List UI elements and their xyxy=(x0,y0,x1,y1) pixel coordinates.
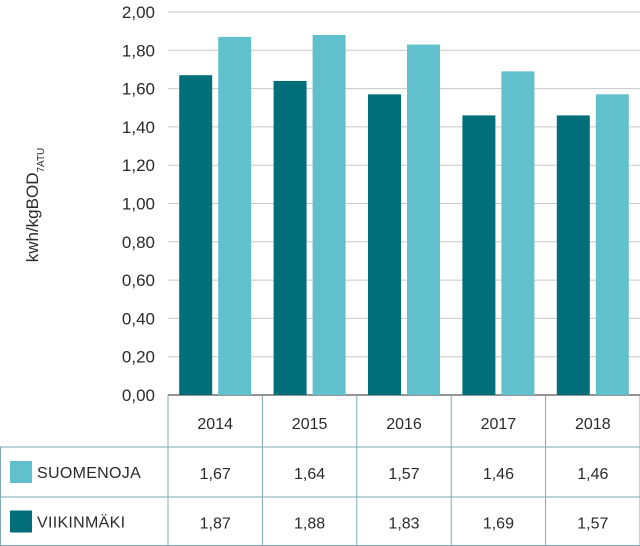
y-tick-label: 1,00 xyxy=(122,195,155,214)
y-axis-title: kwh/kgBOD7ATU xyxy=(23,148,47,263)
bar-viikinmaki-2014 xyxy=(179,75,213,395)
y-axis-title-main: kwh/kgBOD xyxy=(23,173,42,263)
y-tick-label: 1,80 xyxy=(122,41,155,60)
bar-viikinmaki-2016 xyxy=(368,94,401,395)
table-cell: 1,69 xyxy=(483,516,514,533)
table-header-2014: 2014 xyxy=(197,416,233,433)
table-cell: 1,46 xyxy=(577,466,608,483)
table-cell: 1,67 xyxy=(200,466,231,483)
y-tick-labels: 0,00 0,20 0,40 0,60 0,80 1,00 1,20 1,40 1,60 1,80… xyxy=(122,3,155,405)
bar-viikinmaki-2018 xyxy=(556,115,590,395)
y-tick-label: 0,60 xyxy=(122,271,155,290)
table-cell: 1,64 xyxy=(294,466,325,483)
bar-viikinmaki-2015 xyxy=(273,80,307,395)
bar-suomenoja-2015 xyxy=(312,34,346,395)
bar-suomenoja-2017 xyxy=(501,71,535,396)
table-cell: 1,87 xyxy=(200,516,231,533)
y-tick-label: 0,80 xyxy=(122,233,155,252)
y-tick-label: 1,60 xyxy=(122,80,155,99)
table-cell: 1,57 xyxy=(577,516,608,533)
bar-suomenoja-2014 xyxy=(218,36,252,396)
y-tick-label: 0,40 xyxy=(122,309,155,328)
y-tick-label: 1,40 xyxy=(122,118,155,137)
bars-group xyxy=(179,34,629,396)
table-cell: 1,46 xyxy=(483,466,514,483)
bar-suomenoja-2018 xyxy=(595,94,629,395)
table-cell: 1,88 xyxy=(294,516,325,533)
table-cell: 1,83 xyxy=(388,516,419,533)
bar-suomenoja-2016 xyxy=(407,44,440,396)
table-header-2016: 2016 xyxy=(386,416,422,433)
y-axis-title-text: kwh/kgBOD7ATU xyxy=(23,148,47,263)
y-axis-title-sub: 7ATU xyxy=(36,148,47,173)
legend-swatch-viikinmaki xyxy=(10,510,32,533)
y-tick-label: 0,20 xyxy=(122,348,155,367)
y-tick-label: 2,00 xyxy=(122,3,155,22)
bar-viikinmaki-2017 xyxy=(462,115,496,395)
table-header-2018: 2018 xyxy=(575,416,611,433)
legend-label: SUOMENOJA xyxy=(37,465,141,482)
legend-swatch-suomenoja xyxy=(10,461,32,483)
y-tick-label: 0,00 xyxy=(122,386,155,405)
table-header-2015: 2015 xyxy=(292,416,328,433)
y-tick-label: 1,20 xyxy=(122,156,155,175)
legend-label: VIIKINMÄKI xyxy=(37,514,125,532)
table-cell: 1,57 xyxy=(388,466,419,483)
table-header-2017: 2017 xyxy=(481,416,517,433)
data-table: 2014 2015 2016 2017 2018 SUOMENOJA 1,67 1,64 1,5… xyxy=(0,395,640,546)
